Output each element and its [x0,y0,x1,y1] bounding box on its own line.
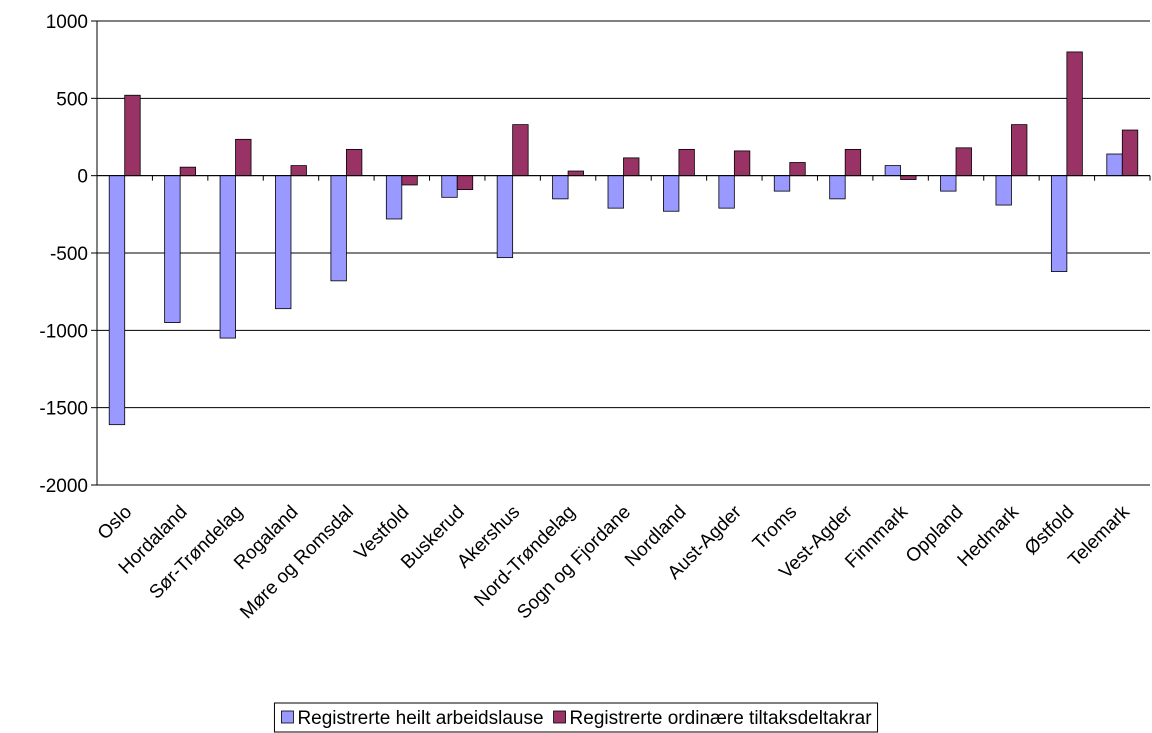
bar [623,157,640,177]
y-tick-label: 1000 [46,12,88,33]
bar [385,175,403,220]
bar [1106,153,1123,177]
bar [345,148,363,177]
legend-box [273,702,879,733]
bar [773,175,791,192]
bar [884,165,902,177]
bar [164,175,181,324]
x-tick-label: Hedmark [954,501,1024,571]
bar [401,175,418,186]
bar [124,94,141,177]
legend-label: Registrerte heilt arbeidslause [297,708,543,729]
bar [1050,175,1068,272]
bar [567,170,584,177]
bar [512,124,529,177]
bar [290,165,307,177]
legend-swatch [553,710,566,724]
bar [108,175,126,426]
bar [456,175,474,190]
legend-label: Registrerte ordinære tiltaksdeltakrar [570,708,873,729]
x-tick-label: Telemark [1064,501,1134,571]
bar [955,147,972,177]
bar [995,175,1012,206]
bar [275,175,292,310]
y-tick-label: 500 [56,89,88,110]
y-tick-label: -1000 [39,321,88,342]
bar [829,175,846,200]
y-tick-label: -500 [50,244,88,265]
bar [552,175,569,200]
bar [844,148,862,177]
bar [940,175,957,192]
bar [179,166,197,177]
bar [219,175,236,339]
legend: Registrerte heilt arbeidslause Registrert… [273,702,879,733]
y-tick-label: 0 [77,167,88,188]
bar [1121,129,1139,177]
bar [733,150,751,177]
bar [607,175,624,209]
y-tick-label: -2000 [39,476,88,497]
x-tick-label: Troms [749,502,801,554]
x-tick-label: Oslo [94,502,136,544]
bar [496,175,514,259]
legend-swatch [281,710,294,724]
bar [1066,51,1083,177]
bar [718,175,735,209]
bar [663,175,680,212]
x-tick-label: Nord-Trøndelag [470,502,579,611]
bar [678,148,695,177]
bar [900,175,917,180]
bar [441,175,458,198]
y-tick-label: -1500 [39,399,88,420]
bar [789,162,806,177]
bar [1011,124,1028,177]
bar [235,138,252,177]
bar [330,175,347,282]
